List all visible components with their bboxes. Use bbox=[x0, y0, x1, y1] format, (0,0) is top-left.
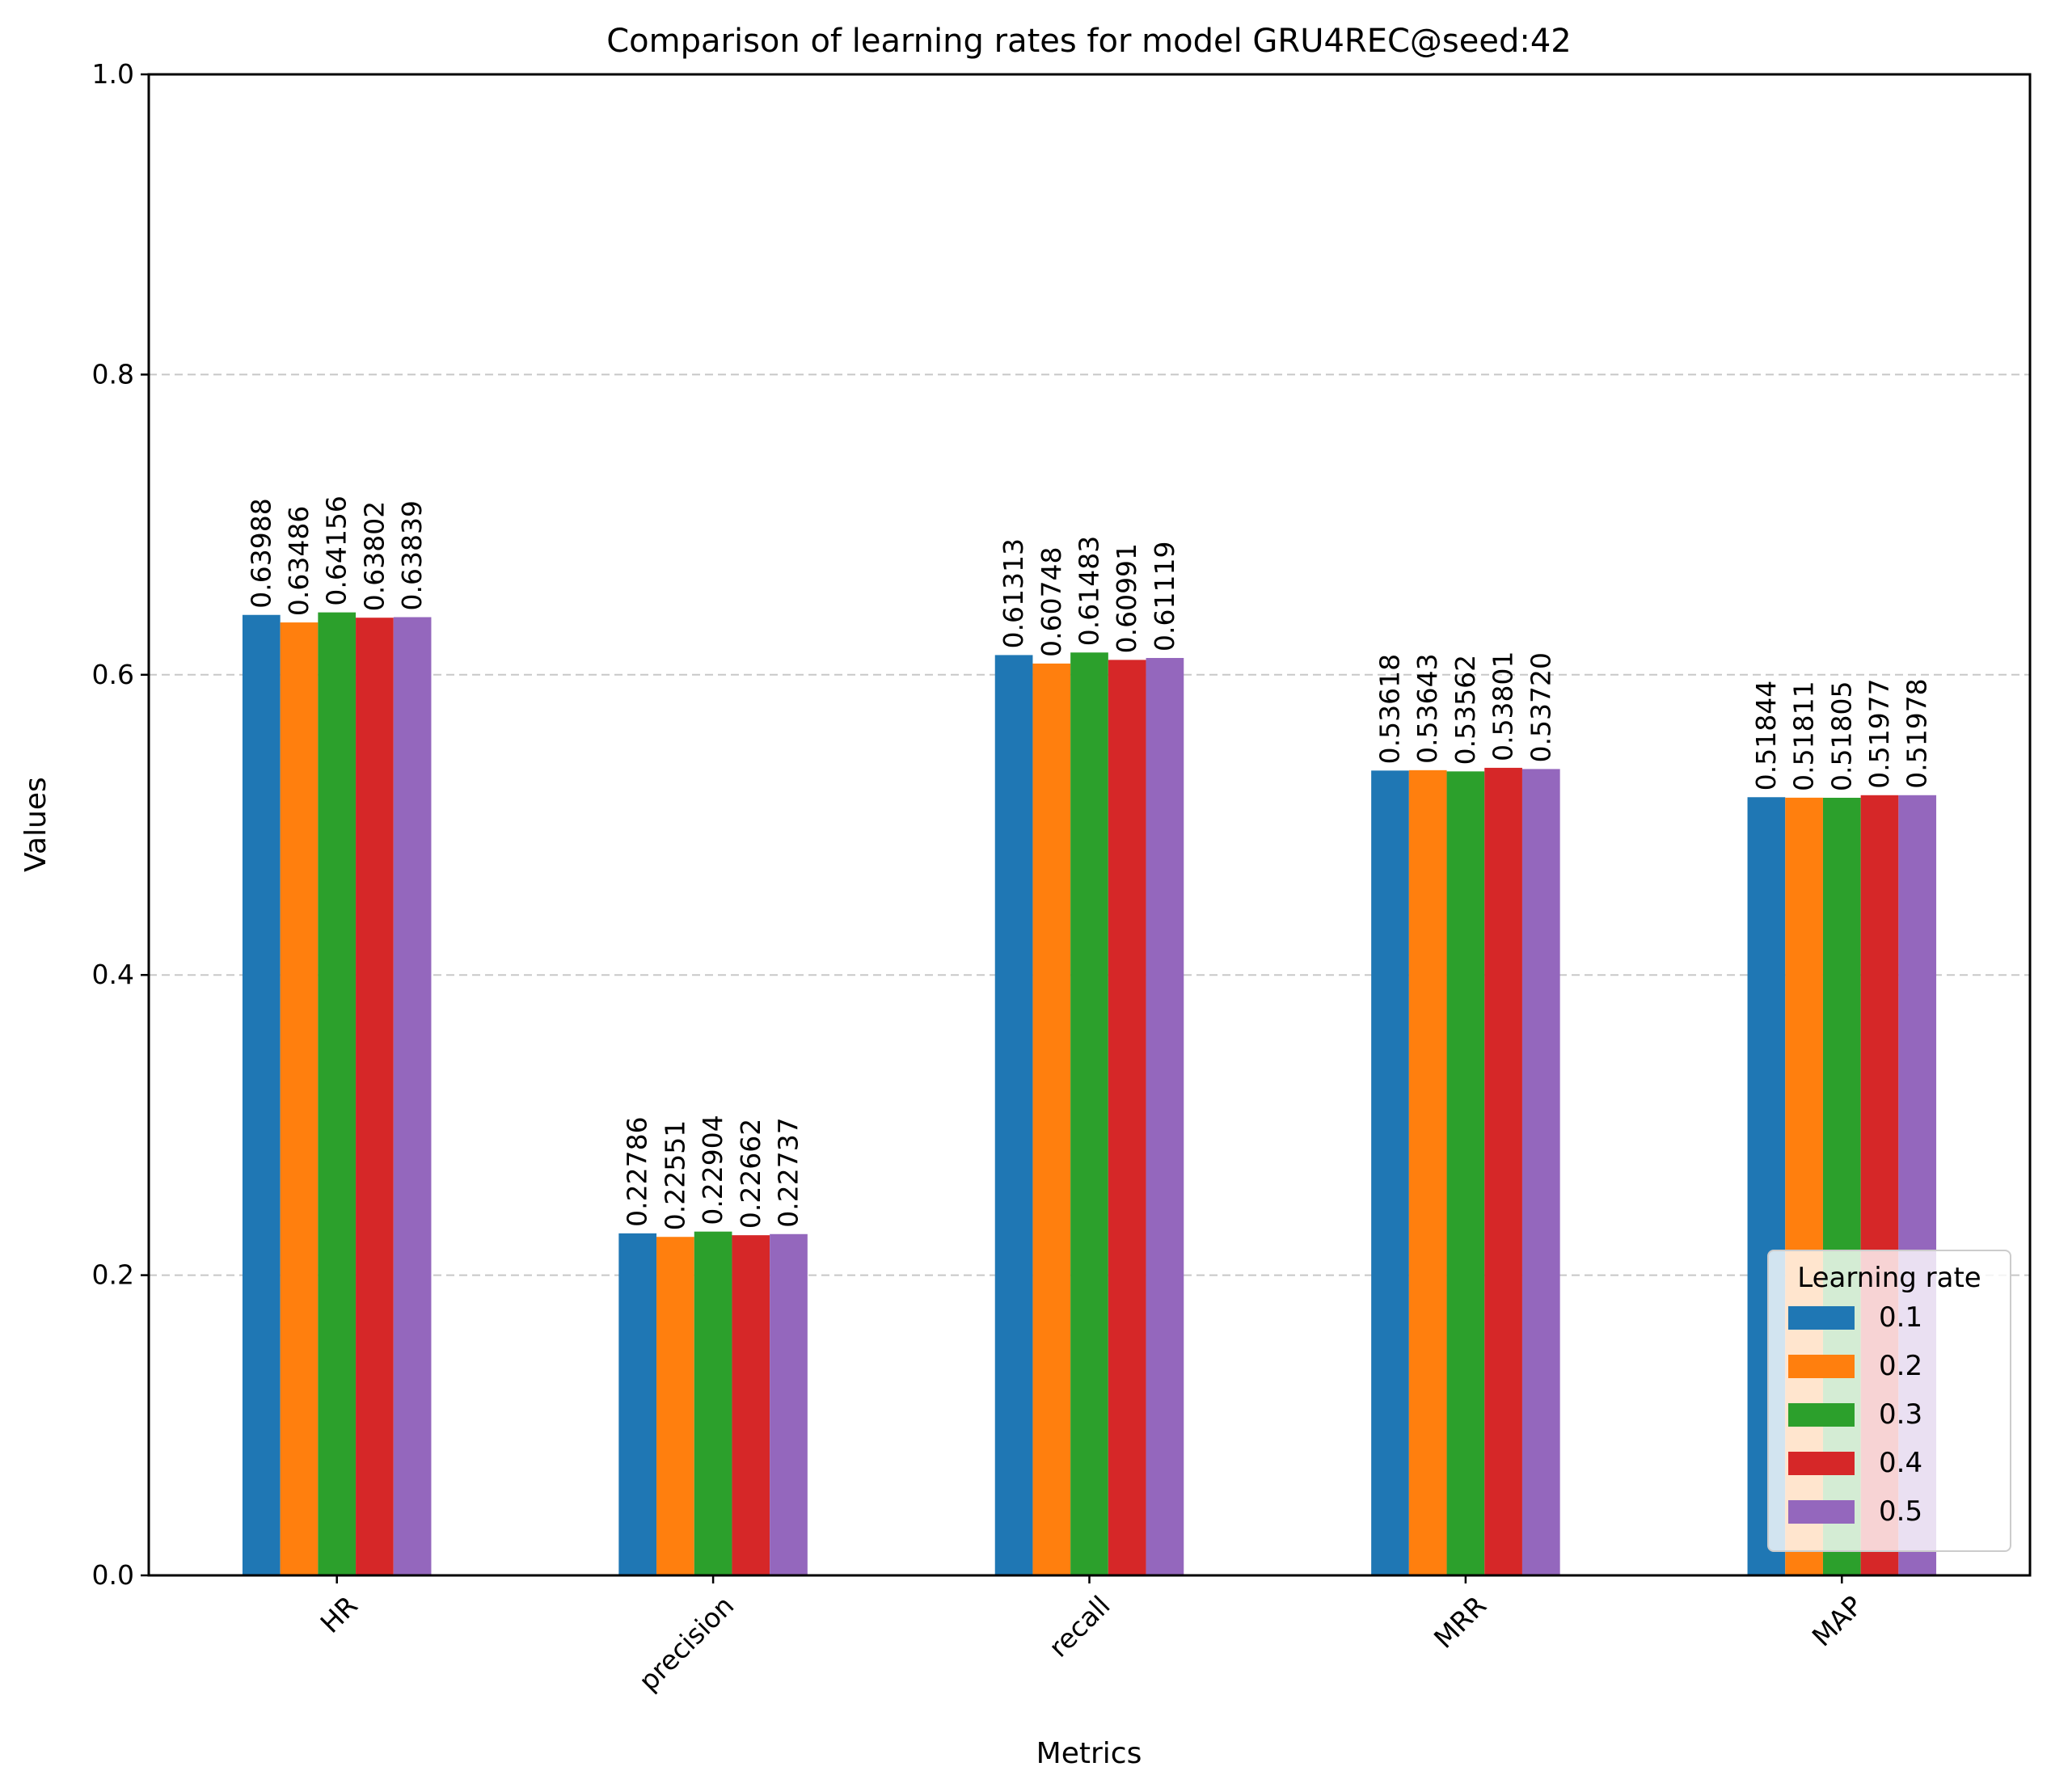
bar bbox=[1032, 663, 1071, 1575]
data-label: 0.60748 bbox=[1036, 546, 1067, 656]
data-label: 0.51977 bbox=[1863, 678, 1895, 788]
data-label: 0.53562 bbox=[1450, 655, 1481, 765]
bar bbox=[1408, 770, 1447, 1575]
bar bbox=[1146, 658, 1184, 1575]
y-tick-label: 0.0 bbox=[92, 1559, 134, 1591]
data-label: 0.63802 bbox=[358, 501, 390, 611]
bar bbox=[280, 622, 319, 1576]
data-labels: 0.63988 0.63486 0.64156 0.63802 0.63839 0.227… bbox=[245, 495, 1932, 1230]
data-label: 0.63486 bbox=[283, 506, 314, 616]
legend-swatch bbox=[1788, 1355, 1855, 1378]
legend-label: 0.4 bbox=[1879, 1447, 1922, 1479]
legend-swatch bbox=[1788, 1306, 1855, 1330]
bar bbox=[318, 612, 357, 1576]
data-label: 0.63839 bbox=[396, 500, 428, 610]
bar bbox=[242, 614, 281, 1575]
bar bbox=[1070, 652, 1108, 1575]
chart-title: Comparison of learning rates for model G… bbox=[606, 23, 1572, 60]
data-label: 0.53618 bbox=[1374, 654, 1406, 764]
data-label: 0.22551 bbox=[659, 1120, 690, 1230]
y-tick-label: 0.6 bbox=[92, 659, 134, 690]
bar bbox=[393, 617, 432, 1575]
y-axis-label: Values bbox=[19, 777, 53, 872]
legend-label: 0.1 bbox=[1879, 1301, 1922, 1334]
data-label: 0.51811 bbox=[1788, 681, 1820, 791]
data-label: 0.64156 bbox=[321, 495, 352, 605]
legend-label: 0.3 bbox=[1879, 1398, 1922, 1431]
data-label: 0.22904 bbox=[697, 1115, 728, 1225]
data-label: 0.51844 bbox=[1750, 681, 1782, 791]
bar bbox=[1108, 660, 1146, 1575]
data-label: 0.22662 bbox=[735, 1119, 766, 1229]
bar bbox=[694, 1231, 732, 1575]
data-label: 0.61313 bbox=[998, 538, 1029, 648]
legend-label: 0.2 bbox=[1879, 1350, 1922, 1382]
bar bbox=[656, 1237, 694, 1575]
bar bbox=[618, 1233, 657, 1575]
bar bbox=[732, 1235, 770, 1575]
bar bbox=[1521, 769, 1560, 1575]
data-label: 0.61119 bbox=[1149, 542, 1180, 651]
data-label: 0.51978 bbox=[1901, 678, 1933, 788]
data-label: 0.22786 bbox=[622, 1116, 653, 1226]
data-label: 0.53720 bbox=[1525, 652, 1556, 762]
data-label: 0.22737 bbox=[773, 1117, 804, 1227]
bar bbox=[1484, 767, 1522, 1575]
gridlines bbox=[149, 373, 2030, 1276]
y-axis: 0.0 0.2 0.4 0.6 0.8 1.0 bbox=[92, 58, 149, 1591]
legend-swatch bbox=[1788, 1500, 1855, 1524]
bar bbox=[770, 1233, 808, 1575]
data-label: 0.51805 bbox=[1825, 681, 1857, 791]
data-label: 0.60991 bbox=[1111, 543, 1142, 653]
y-tick-label: 0.8 bbox=[92, 358, 134, 390]
legend-title: Learning rate bbox=[1797, 1262, 1981, 1294]
data-label: 0.53801 bbox=[1488, 651, 1519, 761]
legend-swatch bbox=[1788, 1403, 1855, 1427]
bar bbox=[1446, 771, 1485, 1575]
y-tick-label: 0.2 bbox=[92, 1259, 134, 1291]
legend-label: 0.5 bbox=[1879, 1495, 1922, 1528]
data-label: 0.61483 bbox=[1074, 536, 1105, 646]
bar bbox=[1371, 770, 1409, 1575]
data-label: 0.63988 bbox=[245, 498, 276, 608]
legend-swatch bbox=[1788, 1452, 1855, 1475]
bar bbox=[994, 655, 1033, 1575]
y-tick-label: 1.0 bbox=[92, 58, 134, 90]
legend: Learning rate 0.1 0.2 0.3 0.4 0.5 bbox=[1767, 1250, 2011, 1552]
y-tick-label: 0.4 bbox=[92, 959, 134, 990]
data-label: 0.53643 bbox=[1412, 653, 1443, 763]
x-axis-label: Metrics bbox=[1036, 1737, 1142, 1770]
bar bbox=[356, 618, 394, 1576]
